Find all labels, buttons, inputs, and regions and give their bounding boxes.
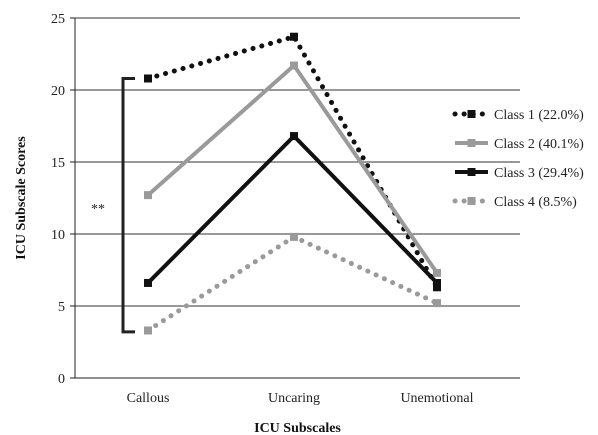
legend-label: Class 4 (8.5%) xyxy=(494,195,577,210)
y-tick-label: 20 xyxy=(51,84,65,99)
legend-marker xyxy=(467,110,476,118)
x-axis-title: ICU Subscales xyxy=(254,421,341,435)
data-point xyxy=(433,283,441,292)
gridlines xyxy=(75,17,520,307)
data-point xyxy=(290,32,298,41)
data-point xyxy=(433,278,441,287)
legend-label: Class 3 (29.4%) xyxy=(494,166,584,181)
legend-label: Class 1 (22.0%) xyxy=(494,108,584,123)
y-tick-label: 5 xyxy=(58,300,65,315)
y-axis-title: ICU Subscale Scores xyxy=(14,136,29,260)
x-tick-labels: Callous Uncaring Unemotional xyxy=(127,391,474,406)
data-point xyxy=(144,278,152,287)
x-tick-label: Uncaring xyxy=(268,391,320,406)
data-point xyxy=(144,326,152,335)
data-point xyxy=(290,132,298,141)
y-tick-labels: 0 5 10 15 20 25 xyxy=(51,12,75,387)
legend-marker xyxy=(467,197,476,205)
data-point xyxy=(433,299,441,308)
y-tick-label: 25 xyxy=(51,12,65,27)
significance-label: ** xyxy=(91,202,105,217)
series-line-class-4 xyxy=(145,234,440,333)
data-point xyxy=(290,232,298,241)
legend-label: Class 2 (40.1%) xyxy=(494,137,584,152)
y-tick-label: 0 xyxy=(58,372,65,387)
data-point xyxy=(144,191,152,200)
y-tick-label: 15 xyxy=(51,156,65,171)
bracket-line xyxy=(121,76,135,334)
legend-marker xyxy=(467,139,476,147)
legend: Class 1 (22.0%) Class 2 (40.1%) Class 3 (2… xyxy=(452,108,584,210)
x-tick-label: Unemotional xyxy=(400,391,473,406)
x-tick-label: Callous xyxy=(127,391,170,406)
series-lines xyxy=(144,32,441,335)
data-point xyxy=(144,74,152,83)
data-point xyxy=(290,61,298,70)
data-point xyxy=(433,268,441,277)
axes xyxy=(74,18,520,379)
significance-bracket xyxy=(121,76,135,334)
legend-marker xyxy=(467,168,476,176)
y-tick-label: 10 xyxy=(51,228,65,243)
